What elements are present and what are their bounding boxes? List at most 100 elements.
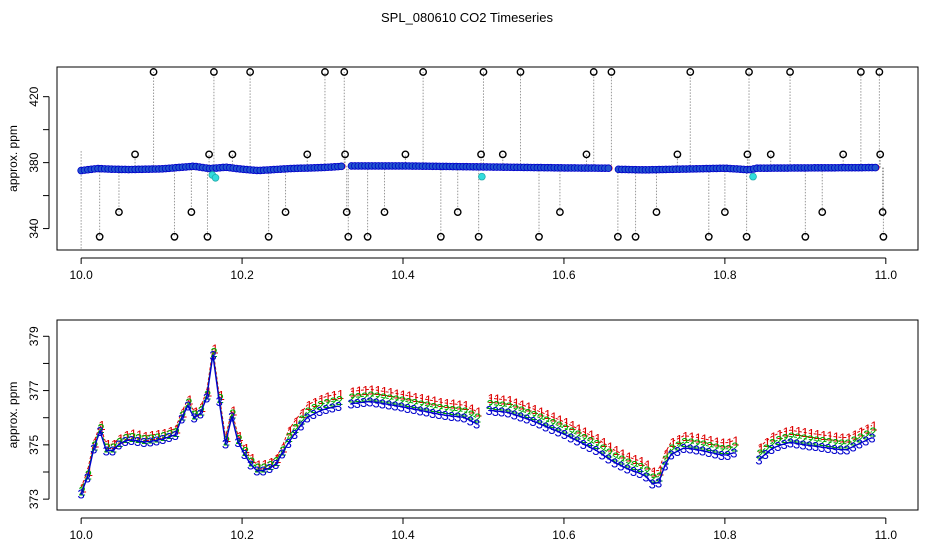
series-1-point-label: 1 <box>444 396 451 411</box>
outlier-point-low <box>720 208 729 216</box>
outlier-point-high <box>856 68 865 76</box>
top-x-axis: 10.0 10.2 10.4 10.6 10.8 11.0 <box>69 257 897 282</box>
series-3-point-label: 3 <box>435 407 442 422</box>
series-1-point-label: 1 <box>86 464 93 479</box>
series-1-point-label: 1 <box>318 392 325 407</box>
series-2-point-label: 2 <box>587 434 594 449</box>
series-2-point-label: 2 <box>625 456 632 471</box>
series-2-point-label: 2 <box>687 435 694 450</box>
series-1-point-label: 1 <box>682 429 689 444</box>
series-1-point-label: 1 <box>111 437 118 452</box>
series-2-point-label: 2 <box>788 429 795 444</box>
series-2-point-label: 2 <box>386 391 393 406</box>
series-1-point-label: 1 <box>437 395 444 410</box>
series-1-point-label: 1 <box>211 342 218 357</box>
bottom-panel-co2-series: 10.0 10.2 10.4 10.6 10.8 11.0 373 375 377 379 appr… <box>6 319 919 540</box>
bottom-x-tick-label: 10.8 <box>713 528 737 540</box>
series-1-point-label: 1 <box>243 441 250 456</box>
outlier-point-high <box>149 68 158 76</box>
series-3-point-label: 3 <box>423 405 430 420</box>
series-2-point-label: 2 <box>323 396 330 411</box>
series-2-point-label: 2 <box>819 434 826 449</box>
series-3-point-label: 3 <box>153 433 160 448</box>
series-1-point-label: 1 <box>801 425 808 440</box>
series-3-point-label: 3 <box>617 459 624 474</box>
top-y-axis-title: approx. ppm <box>6 125 20 192</box>
outlier-point-mid <box>131 150 139 159</box>
series-1-point-label: 1 <box>136 428 143 443</box>
series-1-point-label: 1 <box>713 434 720 449</box>
series-2-point-label: 2 <box>129 430 136 445</box>
series-3-point-label: 3 <box>762 447 769 462</box>
series-2-point-label: 2 <box>537 411 544 426</box>
series-2-point-label: 2 <box>185 396 192 411</box>
series-2-point-label: 2 <box>763 441 770 456</box>
series-1-point-label: 1 <box>782 425 789 440</box>
series-1-point-label: 1 <box>600 435 607 450</box>
series-1-point-label: 1 <box>274 451 281 466</box>
measured-point <box>871 163 880 172</box>
series-2-point-label: 2 <box>781 431 788 446</box>
series-2-point-label: 2 <box>141 432 148 447</box>
series-1-point-label: 1 <box>550 410 557 425</box>
outlier-point-low <box>281 208 290 216</box>
series-2-point-label: 2 <box>229 407 236 422</box>
series-2-point-label: 2 <box>392 393 399 408</box>
series-2-line <box>489 403 735 479</box>
series-1-point-label: 1 <box>632 452 639 467</box>
series-2-point-label: 2 <box>631 458 638 473</box>
series-1-point-label: 1 <box>149 428 156 443</box>
series-3-point-label: 3 <box>624 462 631 477</box>
series-1-point-label: 1 <box>155 427 162 442</box>
outlier-point-lowest <box>801 232 810 241</box>
series-1-point-label: 1 <box>312 395 319 410</box>
series-3-point-label: 3 <box>354 396 361 411</box>
series-1-point-label: 1 <box>105 437 112 452</box>
series-2-point-label: 2 <box>599 441 606 456</box>
series-3-point-label: 3 <box>467 414 474 429</box>
outlier-point-mid <box>839 150 848 159</box>
series-2-point-label: 2 <box>336 393 343 408</box>
series-2-point-label: 2 <box>405 395 412 410</box>
series-2-point-label: 2 <box>725 442 732 457</box>
top-x-tick-label: 10.4 <box>391 268 415 282</box>
series-1-point-label: 1 <box>670 435 677 450</box>
series-2-point-label: 2 <box>317 398 324 413</box>
top-x-tick-label: 10.0 <box>69 268 93 282</box>
series-3-point-label: 3 <box>360 395 367 410</box>
series-1-point-label: 1 <box>644 457 651 472</box>
outlier-point-high <box>340 68 349 76</box>
series-2-point-label: 2 <box>832 436 839 451</box>
series-2-point-label: 2 <box>857 431 864 446</box>
series-2-point-label: 2 <box>530 408 537 423</box>
series-2-point-label: 2 <box>869 425 876 440</box>
series-1-point-label: 1 <box>519 397 526 412</box>
series-2-point-label: 2 <box>361 389 368 404</box>
series-1-point-label: 1 <box>626 450 633 465</box>
outlier-point-high <box>607 68 616 76</box>
series-1-point-label: 1 <box>789 423 796 438</box>
series-3-point-label: 3 <box>498 405 505 420</box>
series-3-point-label: 3 <box>159 432 166 447</box>
series-2-point-label: 2 <box>549 416 556 431</box>
series-1-point-label: 1 <box>418 391 425 406</box>
series-2-point-label: 2 <box>643 464 650 479</box>
bottom-plot-frame <box>56 319 919 511</box>
outlier-point-mid <box>766 150 775 159</box>
series-1-point-label: 1 <box>331 388 338 403</box>
series-3-point-label: 3 <box>373 395 380 410</box>
series-2-point-label: 2 <box>851 434 858 449</box>
outlier-point-high <box>210 68 218 76</box>
series-3-point-label: 3 <box>285 436 292 451</box>
series-2-point-label: 2 <box>191 408 198 423</box>
series-3-point-label: 3 <box>322 402 329 417</box>
series-2-point-label: 2 <box>248 454 255 469</box>
series-2-point-label: 2 <box>581 431 588 446</box>
series-1-point-label: 1 <box>557 412 564 427</box>
series-3-point-label: 3 <box>586 440 593 455</box>
series-1-point-label: 1 <box>349 384 356 399</box>
series-3-point-label: 3 <box>90 442 97 457</box>
series-2-point-label: 2 <box>838 437 845 452</box>
series-3-point-label: 3 <box>668 447 675 462</box>
series-3-point-label: 3 <box>555 425 562 440</box>
